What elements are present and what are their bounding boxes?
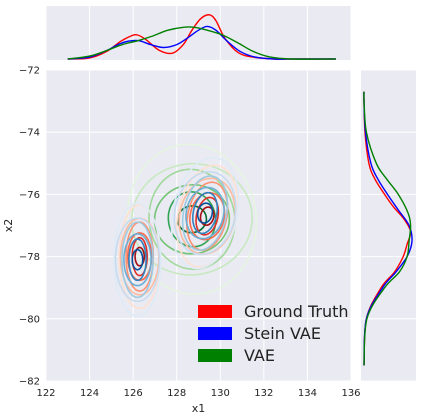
top-marginal-curve-1 xyxy=(67,25,336,60)
kde-contour-1-0-4 xyxy=(128,238,147,282)
y-tick-label: −72 xyxy=(19,66,40,77)
legend-swatch-2 xyxy=(198,349,232,362)
legend-label-0: Ground Truth xyxy=(244,302,349,321)
x-tick-label: 132 xyxy=(254,388,273,399)
y-tick-label: −78 xyxy=(19,252,40,263)
legend: Ground Truth Stein VAE VAE xyxy=(198,302,349,365)
right-marginal-curve-1 xyxy=(363,91,413,366)
legend-label-1: Stein VAE xyxy=(244,324,321,343)
kde-contour-1-0-1 xyxy=(114,217,161,303)
y-tick-label: −76 xyxy=(19,190,40,201)
x-tick-label: 124 xyxy=(80,388,99,399)
kde-contour-1-0-2 xyxy=(121,221,154,299)
x-tick-label: 134 xyxy=(298,388,317,399)
top-marginal-grid xyxy=(45,6,352,60)
x-axis-label: x1 xyxy=(192,402,206,415)
joint-panel: 122 124 126 128 130 132 134 136 −72 −74 −76 −78 −80… xyxy=(2,66,361,416)
right-marginal-curve-2 xyxy=(363,91,412,366)
y-axis-label: x2 xyxy=(2,219,15,233)
x-tick-label: 126 xyxy=(124,388,143,399)
x-tick-labels: 122 124 126 128 130 132 134 136 xyxy=(36,388,360,399)
y-tick-labels: −72 −74 −76 −78 −80 −82 xyxy=(19,66,40,388)
top-marginal-curve-2 xyxy=(67,26,336,60)
kde-contour-0-1-5 xyxy=(199,206,215,227)
kde-contour-1-0-0 xyxy=(113,202,162,317)
y-tick-label: −80 xyxy=(19,314,40,325)
y-tick-label: −74 xyxy=(19,128,40,139)
right-marginal-background xyxy=(361,70,416,381)
kde-contour-1-1-0 xyxy=(170,156,240,270)
top-marginal-background xyxy=(46,6,351,60)
legend-swatch-1 xyxy=(198,327,232,340)
kde-contour-0-1-4 xyxy=(195,196,220,236)
kde-contour-1-1-4 xyxy=(191,191,219,235)
kde-contour-1-1-5 xyxy=(196,202,214,224)
x-tick-label: 128 xyxy=(167,388,186,399)
legend-label-2: VAE xyxy=(244,346,275,365)
x-tick-label: 130 xyxy=(211,388,230,399)
right-marginal-curves xyxy=(363,91,413,366)
legend-swatch-0 xyxy=(198,305,232,318)
top-marginal-panel xyxy=(45,6,352,60)
kde-contour-0-0-5 xyxy=(134,246,146,267)
right-marginal-panel xyxy=(361,69,416,382)
kde-contours xyxy=(113,143,258,317)
right-marginal-grid xyxy=(361,69,416,382)
x-tick-label: 122 xyxy=(36,388,55,399)
kde-contour-1-0-3 xyxy=(123,233,152,287)
kde-contour-1-1-1 xyxy=(173,171,237,256)
x-tick-label: 136 xyxy=(341,388,360,399)
kde-contour-1-1-3 xyxy=(185,186,225,240)
kde-contour-1-1-2 xyxy=(181,175,229,251)
top-marginal-curves xyxy=(67,14,336,60)
kde-contour-1-0-5 xyxy=(131,248,144,271)
right-marginal-curve-0 xyxy=(363,91,412,366)
y-tick-label: −82 xyxy=(19,377,40,388)
